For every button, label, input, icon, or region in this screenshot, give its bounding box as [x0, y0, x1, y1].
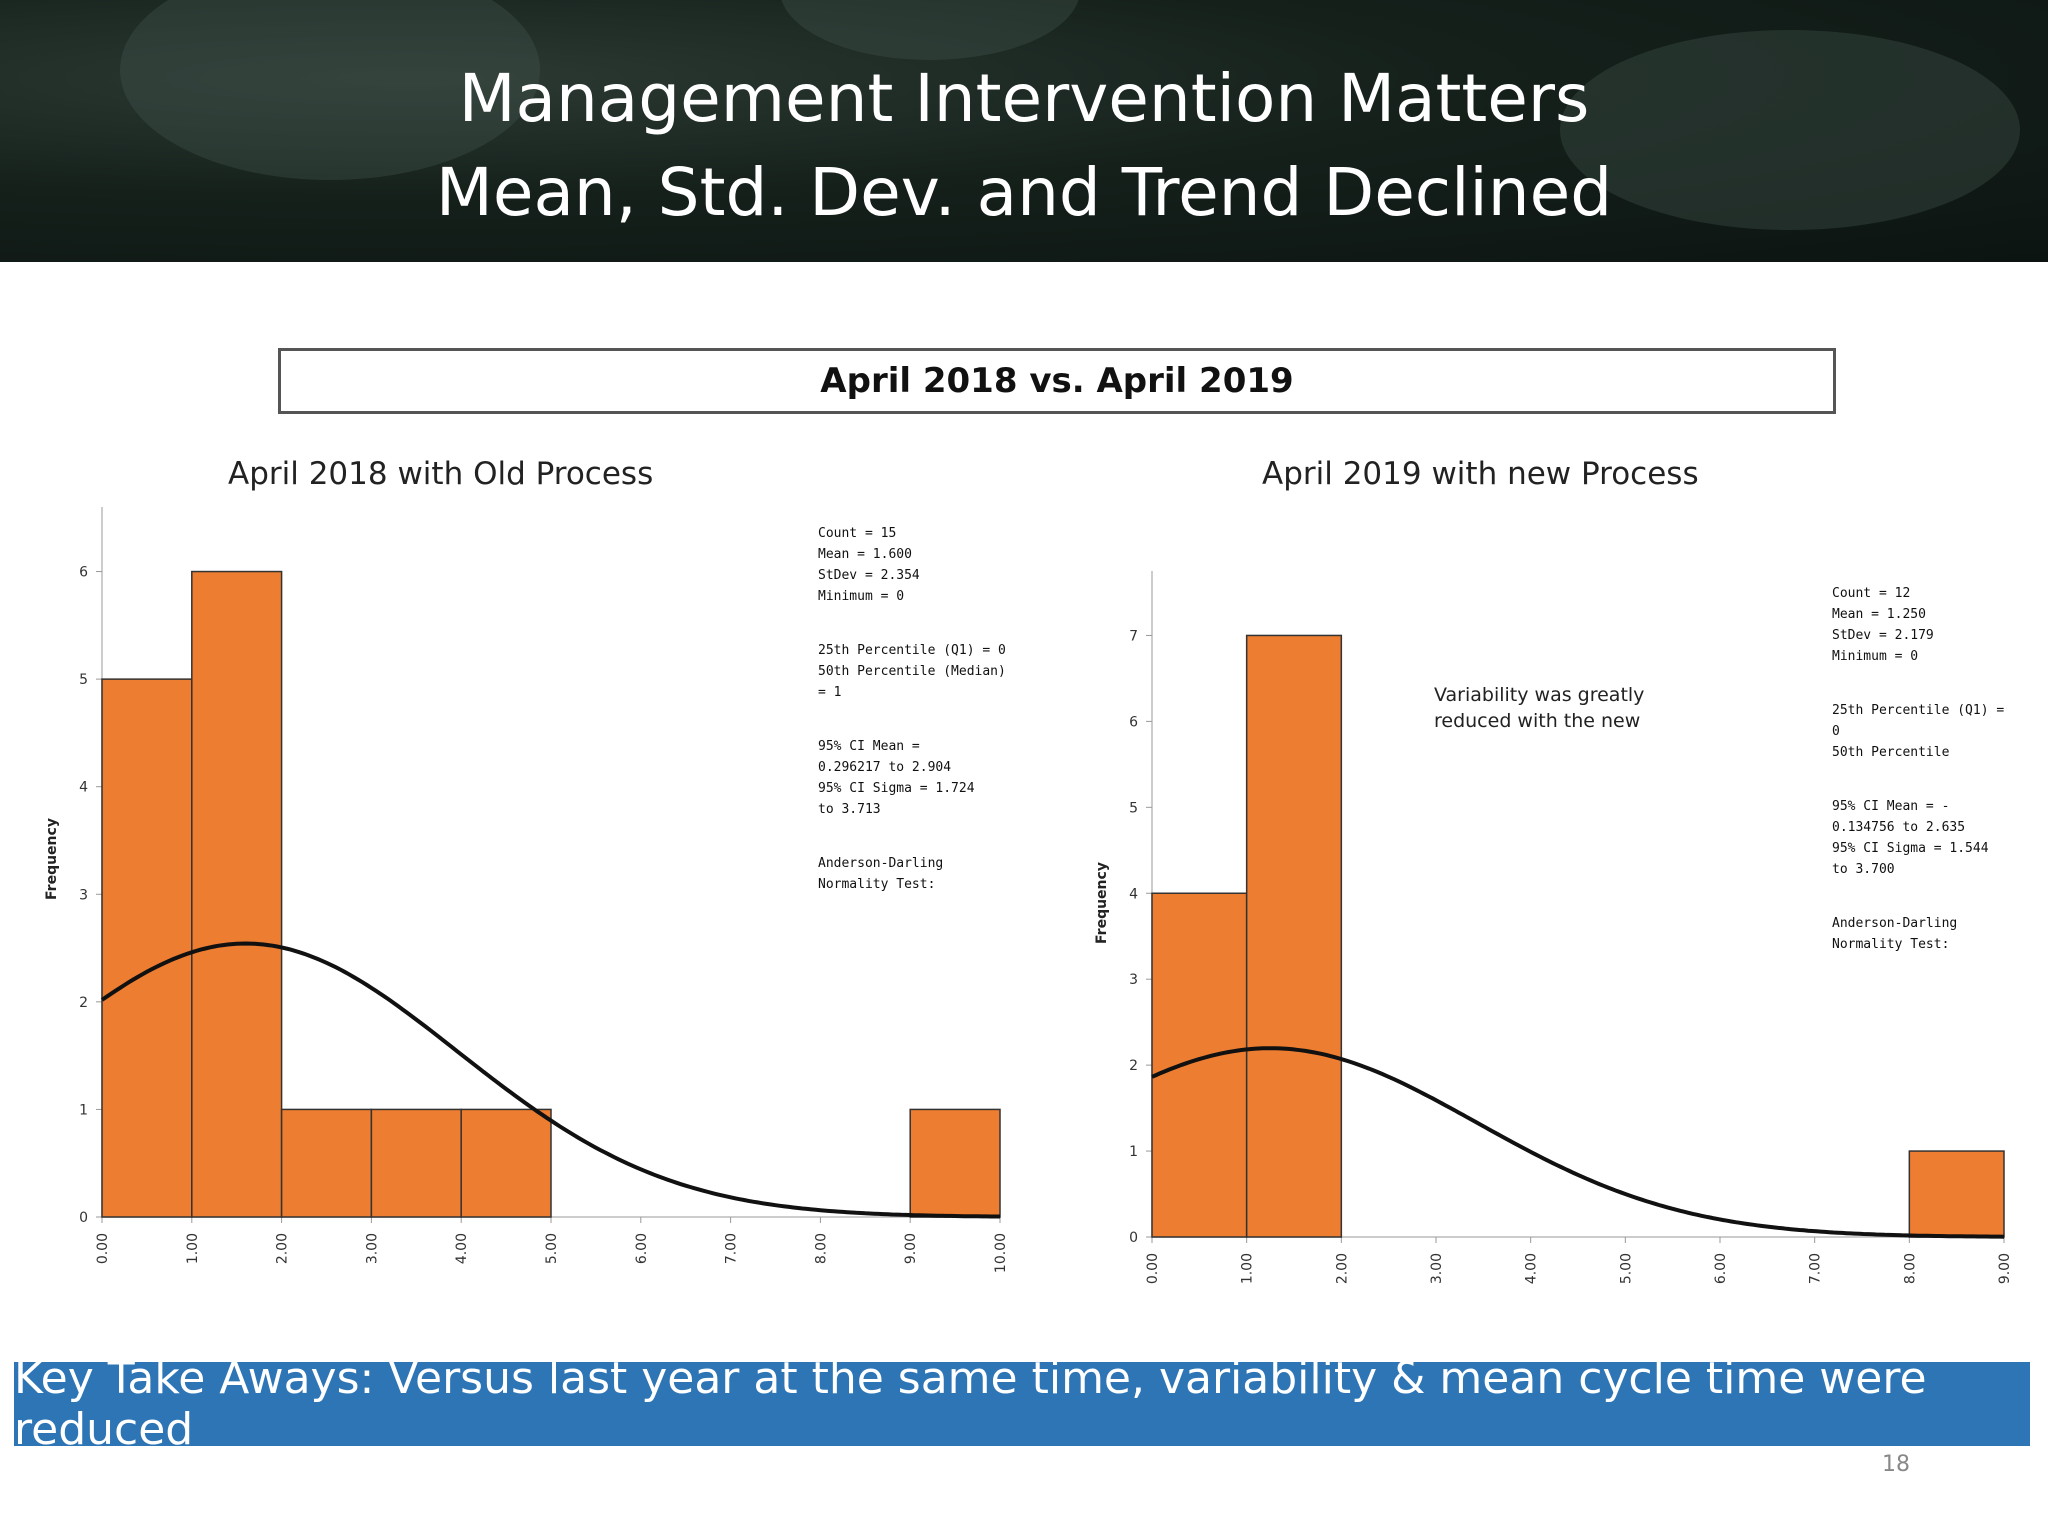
y-tick-label: 0 [79, 1210, 88, 1226]
chart-1-stats: Count = 15 Mean = 1.600 StDev = 2.354 Mi… [818, 502, 1006, 928]
y-tick-label: 3 [79, 887, 88, 903]
y-tick-label: 5 [1129, 800, 1138, 816]
x-tick-label: 4.00 [454, 1233, 470, 1264]
x-tick-label: 0.00 [1145, 1253, 1161, 1284]
histogram-bar [1245, 634, 1343, 1238]
y-tick-label: 2 [1129, 1058, 1138, 1074]
histogram-bar [460, 1108, 552, 1218]
histogram-bar [101, 678, 193, 1218]
chart-2-stats-block: Anderson-Darling Normality Test: [1832, 916, 1958, 952]
y-tick-label: 3 [1129, 972, 1138, 988]
x-tick-label: 5.00 [544, 1233, 560, 1264]
chart-2-annotation: Variability was greatly reduced with the… [1434, 684, 1645, 732]
histogram-bar [1908, 1150, 2005, 1238]
x-tick-label: 9.00 [1997, 1253, 2013, 1284]
x-tick-label: 10.00 [993, 1233, 1009, 1273]
x-tick-label: 1.00 [185, 1233, 201, 1264]
y-tick-label: 6 [1129, 714, 1138, 730]
y-tick-label: 5 [79, 672, 88, 688]
palm-shadow [120, 0, 540, 180]
y-tick-label: 1 [79, 1102, 88, 1118]
x-tick-label: 0.00 [95, 1233, 111, 1264]
histogram-bar [191, 570, 283, 1218]
title-banner: Management Intervention Matters Mean, St… [0, 0, 2048, 262]
x-tick-label: 6.00 [1713, 1253, 1729, 1284]
x-tick-label: 1.00 [1240, 1253, 1256, 1284]
x-tick-label: 8.00 [1902, 1253, 1918, 1284]
x-tick-label: 7.00 [724, 1233, 740, 1264]
chart-2-stats: Count = 12 Mean = 1.250 StDev = 2.179 Mi… [1832, 562, 2004, 988]
x-tick-label: 3.00 [364, 1233, 380, 1264]
x-tick-label: 9.00 [903, 1233, 919, 1264]
comparison-header: April 2018 vs. April 2019 [278, 348, 1836, 414]
x-tick-label: 5.00 [1618, 1253, 1634, 1284]
chart-2-title: April 2019 with new Process [1262, 456, 1699, 492]
histogram-bar [370, 1108, 462, 1218]
x-tick-label: 7.00 [1808, 1253, 1824, 1284]
y-tick-label: 0 [1129, 1230, 1138, 1246]
chart-2-stats-block: Count = 12 Mean = 1.250 StDev = 2.179 Mi… [1832, 586, 1934, 664]
slide-title: Management Intervention Matters Mean, St… [0, 52, 2048, 240]
y-tick-label: 2 [79, 995, 88, 1011]
y-tick-label: 4 [1129, 886, 1138, 902]
chart-1-stats-block: 25th Percentile (Q1) = 0 50th Percentile… [818, 643, 1006, 700]
chart-1-stats-block: Anderson-Darling Normality Test: [818, 856, 944, 892]
histogram-bar [909, 1108, 1001, 1218]
y-tick-label: 4 [79, 780, 88, 796]
chart-1-stats-block: Count = 15 Mean = 1.600 StDev = 2.354 Mi… [818, 526, 920, 604]
chart-2-stats-block: 95% CI Mean = - 0.134756 to 2.635 95% CI… [1832, 799, 1989, 877]
y-tick-label: 7 [1129, 628, 1138, 644]
palm-shadow [780, 0, 1080, 60]
x-tick-label: 3.00 [1429, 1253, 1445, 1284]
normal-curve [100, 941, 1000, 1219]
x-tick-label: 4.00 [1524, 1253, 1540, 1284]
histogram-bar [1151, 892, 1248, 1238]
title-line-1: Management Intervention Matters [458, 60, 1590, 137]
key-takeaway-banner: Key Take Aways: Versus last year at the … [14, 1353, 2030, 1455]
x-tick-label: 8.00 [813, 1233, 829, 1264]
histogram-bar [280, 1108, 373, 1218]
x-tick-label: 2.00 [1334, 1253, 1350, 1284]
chart-2-stats-block: 25th Percentile (Q1) = 0 50th Percentile [1832, 703, 2005, 760]
y-tick-label: 1 [1129, 1144, 1138, 1160]
chart-1-stats-block: 95% CI Mean = 0.296217 to 2.904 95% CI S… [818, 739, 975, 817]
chart-1-title: April 2018 with Old Process [228, 456, 654, 492]
palm-shadow [1560, 30, 2020, 230]
x-tick-label: 6.00 [634, 1233, 650, 1264]
histogram-charts: 0 1 2 3 4 5 6 0.00 1.00 2.00 3.00 4.00 5.00 6.00 7.00 8… [79, 507, 2013, 1284]
normal-curve [1151, 1046, 2005, 1239]
title-line-2: Mean, Std. Dev. and Trend Declined [435, 154, 1613, 231]
x-tick-label: 2.00 [275, 1233, 291, 1264]
y-tick-label: 6 [79, 565, 88, 581]
page-number: 18 [1882, 1452, 1910, 1477]
